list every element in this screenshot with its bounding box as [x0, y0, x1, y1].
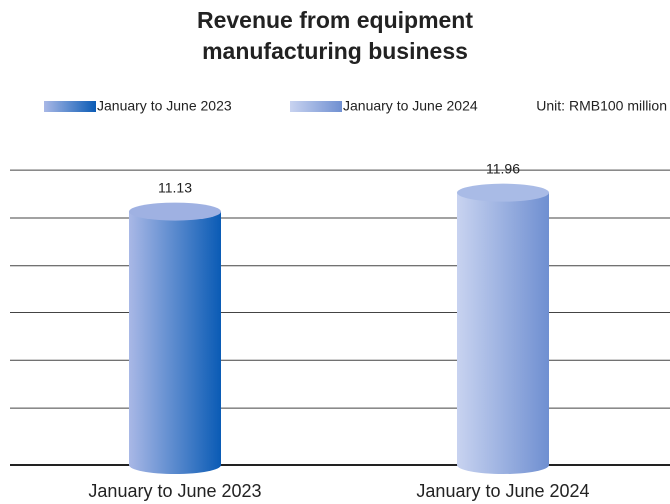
legend-label: January to June 2023	[97, 98, 232, 114]
x-tick-label: January to June 2023	[88, 481, 261, 501]
chart-title: manufacturing business	[202, 38, 468, 64]
value-label: 11.96	[486, 160, 520, 176]
bar-cap	[457, 183, 549, 202]
x-tick-label: January to June 2024	[416, 481, 589, 501]
legend-swatch	[44, 101, 96, 112]
value-label: 11.13	[158, 179, 192, 195]
chart-title: Revenue from equipment	[197, 7, 473, 33]
bar	[457, 192, 549, 465]
bar-cap	[129, 202, 221, 221]
legend-label: January to June 2024	[343, 98, 478, 114]
bar	[129, 211, 221, 465]
unit-label: Unit: RMB100 million	[536, 98, 667, 114]
legend-swatch	[290, 101, 342, 112]
